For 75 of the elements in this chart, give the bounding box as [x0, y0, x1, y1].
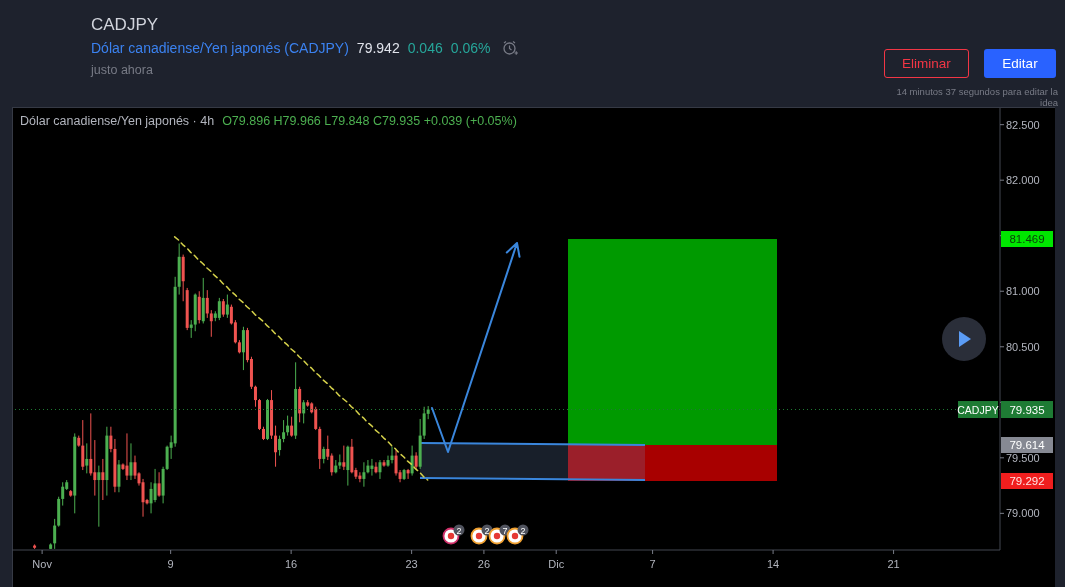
x-tick-label: 21 [887, 558, 900, 570]
candlestick [61, 481, 65, 507]
candlestick [290, 416, 294, 438]
y-tick-label: 81.000 [1006, 285, 1040, 298]
annotation: 2 [484, 525, 490, 536]
candlestick [217, 297, 221, 321]
delete-button: Eliminar [884, 49, 969, 78]
candlestick [201, 277, 205, 324]
candlestick [286, 415, 290, 437]
candlestick [125, 432, 129, 481]
candlestick [97, 465, 101, 528]
line-series [173, 236, 429, 481]
x-tick-label: 14 [766, 558, 780, 570]
text: justo ahora [91, 63, 153, 77]
text: 0.06% [450, 40, 491, 56]
x-tick-label: 7 [649, 558, 656, 570]
candlestick [253, 385, 257, 408]
candlestick [346, 445, 350, 487]
candlestick [101, 458, 105, 501]
candlestick [197, 290, 201, 324]
price-tag: 81.469 [1001, 231, 1053, 247]
x-tick-label: Nov [32, 558, 53, 570]
annotation: 7 [502, 525, 508, 536]
annotation: Dólar canadiense/Yen japonés · 4h [20, 114, 215, 128]
y-tick-label: 79.500 [1006, 451, 1040, 464]
candlestick [225, 294, 229, 319]
candlestick [410, 445, 414, 477]
text: 14 minutos 37 segundos para editar la idea [895, 86, 1058, 108]
candlestick [117, 459, 121, 493]
x-tick-label: 9 [167, 558, 174, 570]
annotation: O79.896 H79.966 L79.848 C79.935 +0.039 (+0.05%) [222, 114, 517, 128]
y-tick-label: 82.500 [1006, 118, 1040, 131]
candlestick [93, 439, 97, 497]
candlestick [342, 445, 346, 471]
candlestick [205, 289, 209, 319]
price-tag: 79.292 [1001, 473, 1053, 489]
candlestick [129, 442, 133, 481]
candlestick [314, 406, 318, 431]
candlestick [370, 458, 374, 477]
candlestick [422, 406, 426, 440]
chart-subtitle: Dólar canadiense/Yen japonés (CADJPY) [91, 40, 349, 56]
x-tick-label: Dic [548, 558, 565, 570]
candlestick [157, 471, 161, 498]
x-tick-label: 26 [477, 558, 491, 570]
candlestick [330, 452, 334, 477]
candlestick [85, 442, 89, 474]
price-tag: 79.614 [1001, 437, 1053, 453]
candlestick [282, 419, 286, 443]
candlestick [302, 399, 306, 424]
candlestick [89, 412, 93, 477]
x-tick-label: 16 [285, 558, 298, 570]
candlestick [378, 459, 382, 480]
y-tick-label: 82.000 [1006, 174, 1040, 187]
candlestick [53, 518, 57, 550]
chart-title: CADJPY [91, 15, 159, 35]
annotation: 2 [456, 525, 462, 536]
y-tick-label: 80.500 [1006, 340, 1040, 353]
candlestick [274, 425, 278, 468]
candlestick [133, 455, 137, 480]
candlestick [358, 471, 362, 483]
ref-line-label: CADJPY [957, 403, 999, 416]
candlestick [406, 468, 410, 480]
candlestick [81, 419, 85, 471]
x-tick-label: 23 [405, 558, 418, 570]
candlestick [362, 461, 366, 488]
text: 0.046 [407, 40, 443, 56]
y-tick-label: 79.000 [1006, 507, 1040, 520]
candlestick [153, 468, 157, 503]
candlestick [278, 435, 282, 457]
candlestick [390, 446, 394, 464]
text: 79.942 [356, 40, 400, 56]
annotation: 2 [520, 525, 526, 536]
edit-button: Editar [984, 49, 1056, 78]
candlestick [209, 309, 213, 338]
candlestick [241, 326, 245, 371]
